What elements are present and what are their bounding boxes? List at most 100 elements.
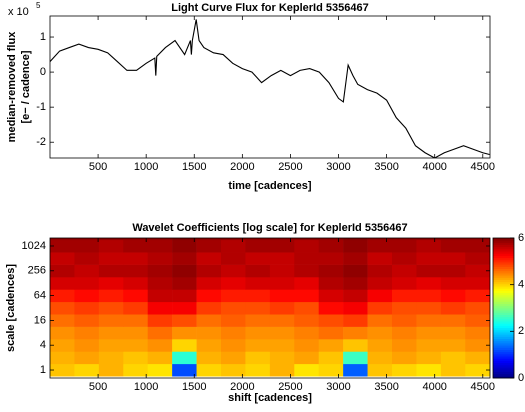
heatmap-cell (147, 339, 173, 352)
colorbar-swatch (493, 305, 514, 309)
y-multiplier-exponent: 5 (36, 1, 41, 10)
heatmap-cell (245, 289, 271, 303)
heatmap-cell (269, 351, 295, 365)
colorbar-swatch (493, 340, 514, 344)
heatmap-cell (440, 314, 466, 327)
colorbar-swatch (493, 338, 514, 342)
heatmap-cell (440, 326, 466, 340)
heatmap-cell (416, 276, 442, 290)
colorbar-swatch (493, 268, 514, 272)
heatmap-cell (147, 252, 173, 265)
heatmap-cell (245, 238, 271, 241)
colorbar-swatch (493, 262, 514, 265)
heatmap-cell (98, 252, 124, 265)
colorbar-swatch (493, 358, 514, 361)
heatmap-cell (147, 301, 173, 315)
heatmap-cell (98, 239, 124, 253)
colorbar-swatch (493, 303, 514, 307)
colorbar-swatch (493, 336, 514, 340)
y-tick-label: 1 (40, 364, 46, 376)
plot-area (50, 19, 490, 158)
heatmap-cell (98, 339, 124, 352)
heatmap-cell (343, 301, 368, 315)
colorbar-swatch (493, 321, 514, 324)
heatmap-cell (294, 276, 320, 290)
heatmap-cell (74, 238, 100, 241)
heatmap-cell (465, 314, 490, 327)
heatmap-cell (147, 351, 173, 365)
colorbar-swatch (493, 353, 514, 357)
heatmap-cell (343, 339, 368, 352)
heatmap-cell (416, 289, 442, 303)
heatmap-cell (343, 252, 368, 265)
colorbar-swatch (493, 314, 514, 318)
heatmap-cell (172, 339, 197, 352)
heatmap-cell (98, 326, 124, 340)
x-axis-label: shift [cadences] (228, 392, 312, 404)
colorbar-swatch (493, 334, 514, 337)
heatmap-cell (465, 301, 490, 315)
y-tick-label: 0 (40, 66, 46, 78)
heatmap-cell (465, 339, 490, 352)
heatmap-cell (440, 363, 466, 377)
heatmap-cell (318, 252, 344, 265)
y-tick-label: 4 (40, 339, 46, 351)
heatmap-cell (367, 314, 393, 327)
colorbar-swatch (493, 273, 514, 276)
colorbar-swatch (493, 360, 514, 364)
heatmap-cell (74, 351, 100, 365)
colorbar-swatch (493, 246, 514, 250)
heatmap-cell (123, 351, 149, 365)
heatmap-cell (74, 301, 100, 315)
heatmap-cell (367, 363, 393, 377)
heatmap-cell (196, 264, 222, 278)
heatmap-cell (74, 239, 100, 253)
x-tick-label: 4000 (422, 381, 446, 393)
x-tick-label: 3500 (374, 381, 398, 393)
heatmap-cell (367, 252, 393, 265)
colorbar-tick-label: 0 (518, 372, 524, 384)
colorbar-swatch (493, 277, 514, 280)
heatmap-cell (269, 339, 295, 352)
heatmap-cell (294, 363, 320, 377)
heatmap-cell (269, 239, 295, 253)
flux-line (50, 19, 490, 158)
heatmap-cell (220, 339, 246, 352)
heatmap-cell (245, 264, 271, 278)
x-tick-label: 4500 (471, 381, 495, 393)
heatmap-cell (74, 276, 100, 290)
heatmap-cell (50, 339, 75, 352)
colorbar-tick-label: 6 (518, 232, 524, 244)
colorbar-swatch (493, 253, 514, 256)
heatmap-cell (172, 326, 197, 340)
heatmap-cell (440, 276, 466, 290)
heatmap-cell (50, 314, 75, 327)
colorbar-swatch (493, 299, 514, 302)
heatmap-cell (123, 363, 149, 377)
heatmap-cell (220, 252, 246, 265)
heatmap-cell (172, 351, 197, 365)
heatmap-cell (318, 276, 344, 290)
colorbar-swatch (493, 294, 514, 298)
colorbar-frame (492, 237, 515, 379)
colorbar-swatch (493, 371, 514, 375)
heatmap-cell (440, 351, 466, 365)
y-axis-label: median-removed flux (6, 31, 18, 143)
heatmap-cell (367, 264, 393, 278)
chart-title: Light Curve Flux for KeplerId 5356467 (171, 2, 368, 14)
x-tick-label: 500 (89, 381, 107, 393)
heatmap-cell (98, 238, 124, 241)
heatmap-cell (294, 326, 320, 340)
heatmap-cell (367, 301, 393, 315)
colorbar-swatch (493, 347, 514, 350)
colorbar-swatch (493, 288, 514, 291)
colorbar-swatch (493, 251, 514, 254)
heatmap-cell (465, 264, 490, 278)
x-tick-label: 1000 (134, 161, 158, 173)
colorbar-swatch (493, 264, 514, 267)
heatmap-cell (367, 289, 393, 303)
heatmap-cell (147, 238, 173, 241)
heatmap-cell (416, 252, 442, 265)
heatmap-cell (220, 363, 246, 377)
heatmap-cell (74, 289, 100, 303)
